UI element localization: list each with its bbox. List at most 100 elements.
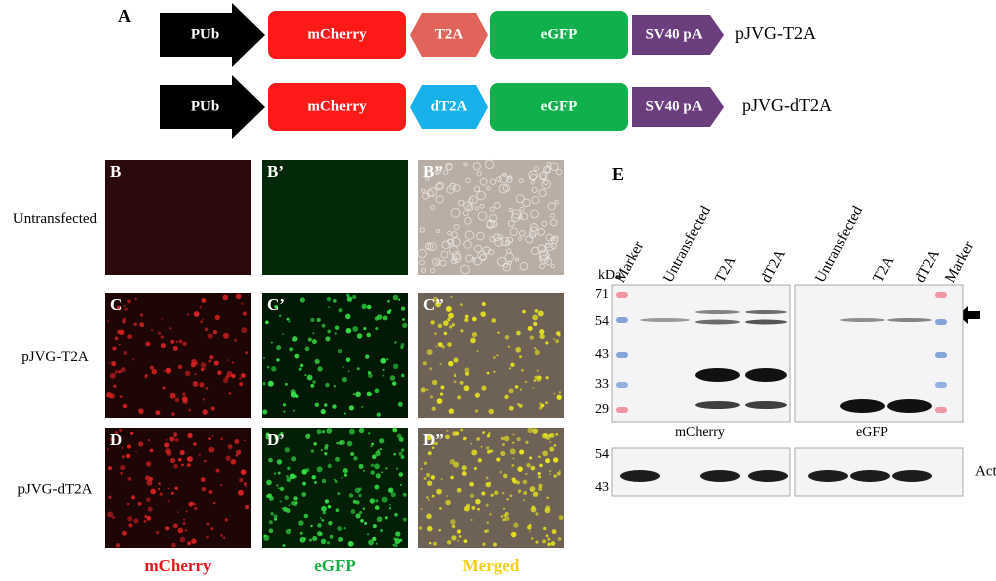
cell: [489, 235, 496, 243]
cell: [366, 304, 372, 310]
cell: [177, 511, 179, 513]
cell: [492, 542, 498, 547]
cell: [170, 339, 175, 344]
cell: [471, 449, 478, 456]
cell: [335, 456, 341, 462]
cell: [278, 487, 280, 489]
band: [840, 399, 885, 413]
cell: [174, 434, 177, 438]
cell: [528, 170, 538, 180]
cell: [167, 500, 170, 503]
cell: [327, 329, 331, 334]
cell: [134, 297, 137, 301]
column-label: mCherry: [144, 556, 212, 575]
cell: [140, 313, 144, 317]
cell: [217, 370, 222, 376]
cell: [123, 304, 126, 307]
cell: [441, 345, 445, 349]
cell: [231, 373, 236, 379]
cell: [432, 379, 438, 386]
cell: [545, 341, 549, 345]
cell: [230, 459, 237, 465]
cell: [178, 339, 183, 344]
cell: [553, 392, 556, 395]
cell: [384, 516, 388, 520]
cell: [490, 493, 494, 497]
cell: [473, 256, 482, 266]
cell: [159, 492, 163, 496]
lane-label: T2A: [712, 254, 739, 286]
cell: [507, 260, 512, 265]
cell: [222, 536, 226, 539]
cell: [550, 213, 555, 219]
cell: [214, 314, 220, 321]
cell: [328, 306, 330, 309]
cell: [146, 497, 151, 502]
cell: [497, 256, 507, 267]
cell: [263, 357, 265, 360]
cell: [550, 236, 556, 242]
cell: [490, 449, 494, 453]
cell: [428, 541, 432, 545]
cell: [374, 505, 380, 510]
cell: [460, 428, 464, 432]
cell: [486, 521, 489, 524]
cell: [541, 220, 548, 227]
cell: [155, 410, 161, 416]
cell: [439, 507, 442, 510]
cell: [486, 371, 490, 375]
cell: [503, 435, 510, 442]
cell: [302, 481, 307, 486]
cell: [530, 180, 535, 185]
cell: [522, 309, 526, 314]
cell: [504, 394, 509, 400]
cell: [544, 166, 551, 173]
cell: [427, 525, 433, 532]
cell: [492, 356, 496, 359]
cell: [434, 332, 437, 336]
cell: [498, 184, 508, 194]
cell: [240, 469, 247, 475]
cell: [225, 455, 231, 461]
cell: [316, 429, 322, 435]
cell: [270, 341, 273, 344]
cell: [464, 314, 469, 319]
cell: [400, 373, 405, 378]
cell: [165, 367, 172, 374]
cell: [532, 314, 539, 321]
cell: [363, 326, 367, 331]
cell: [443, 320, 449, 327]
cell: [503, 513, 507, 518]
cell: [519, 178, 524, 183]
blot: [794, 284, 964, 423]
cell: [358, 463, 364, 469]
cell: [279, 500, 282, 503]
cell: [266, 365, 270, 369]
cell: [267, 380, 274, 387]
cell: [274, 517, 278, 521]
cell: [461, 465, 467, 471]
cell: [265, 434, 271, 440]
cell: [551, 236, 559, 244]
cell: [466, 204, 474, 211]
cell: [210, 406, 215, 411]
cell: [427, 451, 432, 456]
cell: [241, 302, 244, 305]
cell: [539, 263, 545, 270]
cell: [201, 486, 207, 492]
marker-size: 54: [595, 314, 609, 329]
cell: [533, 379, 537, 382]
cell: [124, 307, 128, 311]
construct-element: [490, 83, 628, 131]
cell: [369, 498, 376, 504]
cell: [299, 363, 304, 368]
cell: [555, 339, 560, 344]
cell: [486, 186, 491, 191]
cell: [291, 456, 297, 462]
cell: [114, 336, 119, 341]
cell: [243, 482, 247, 486]
cell: [127, 334, 132, 339]
cell: [376, 516, 383, 523]
cell: [487, 432, 491, 435]
cell: [388, 489, 392, 493]
